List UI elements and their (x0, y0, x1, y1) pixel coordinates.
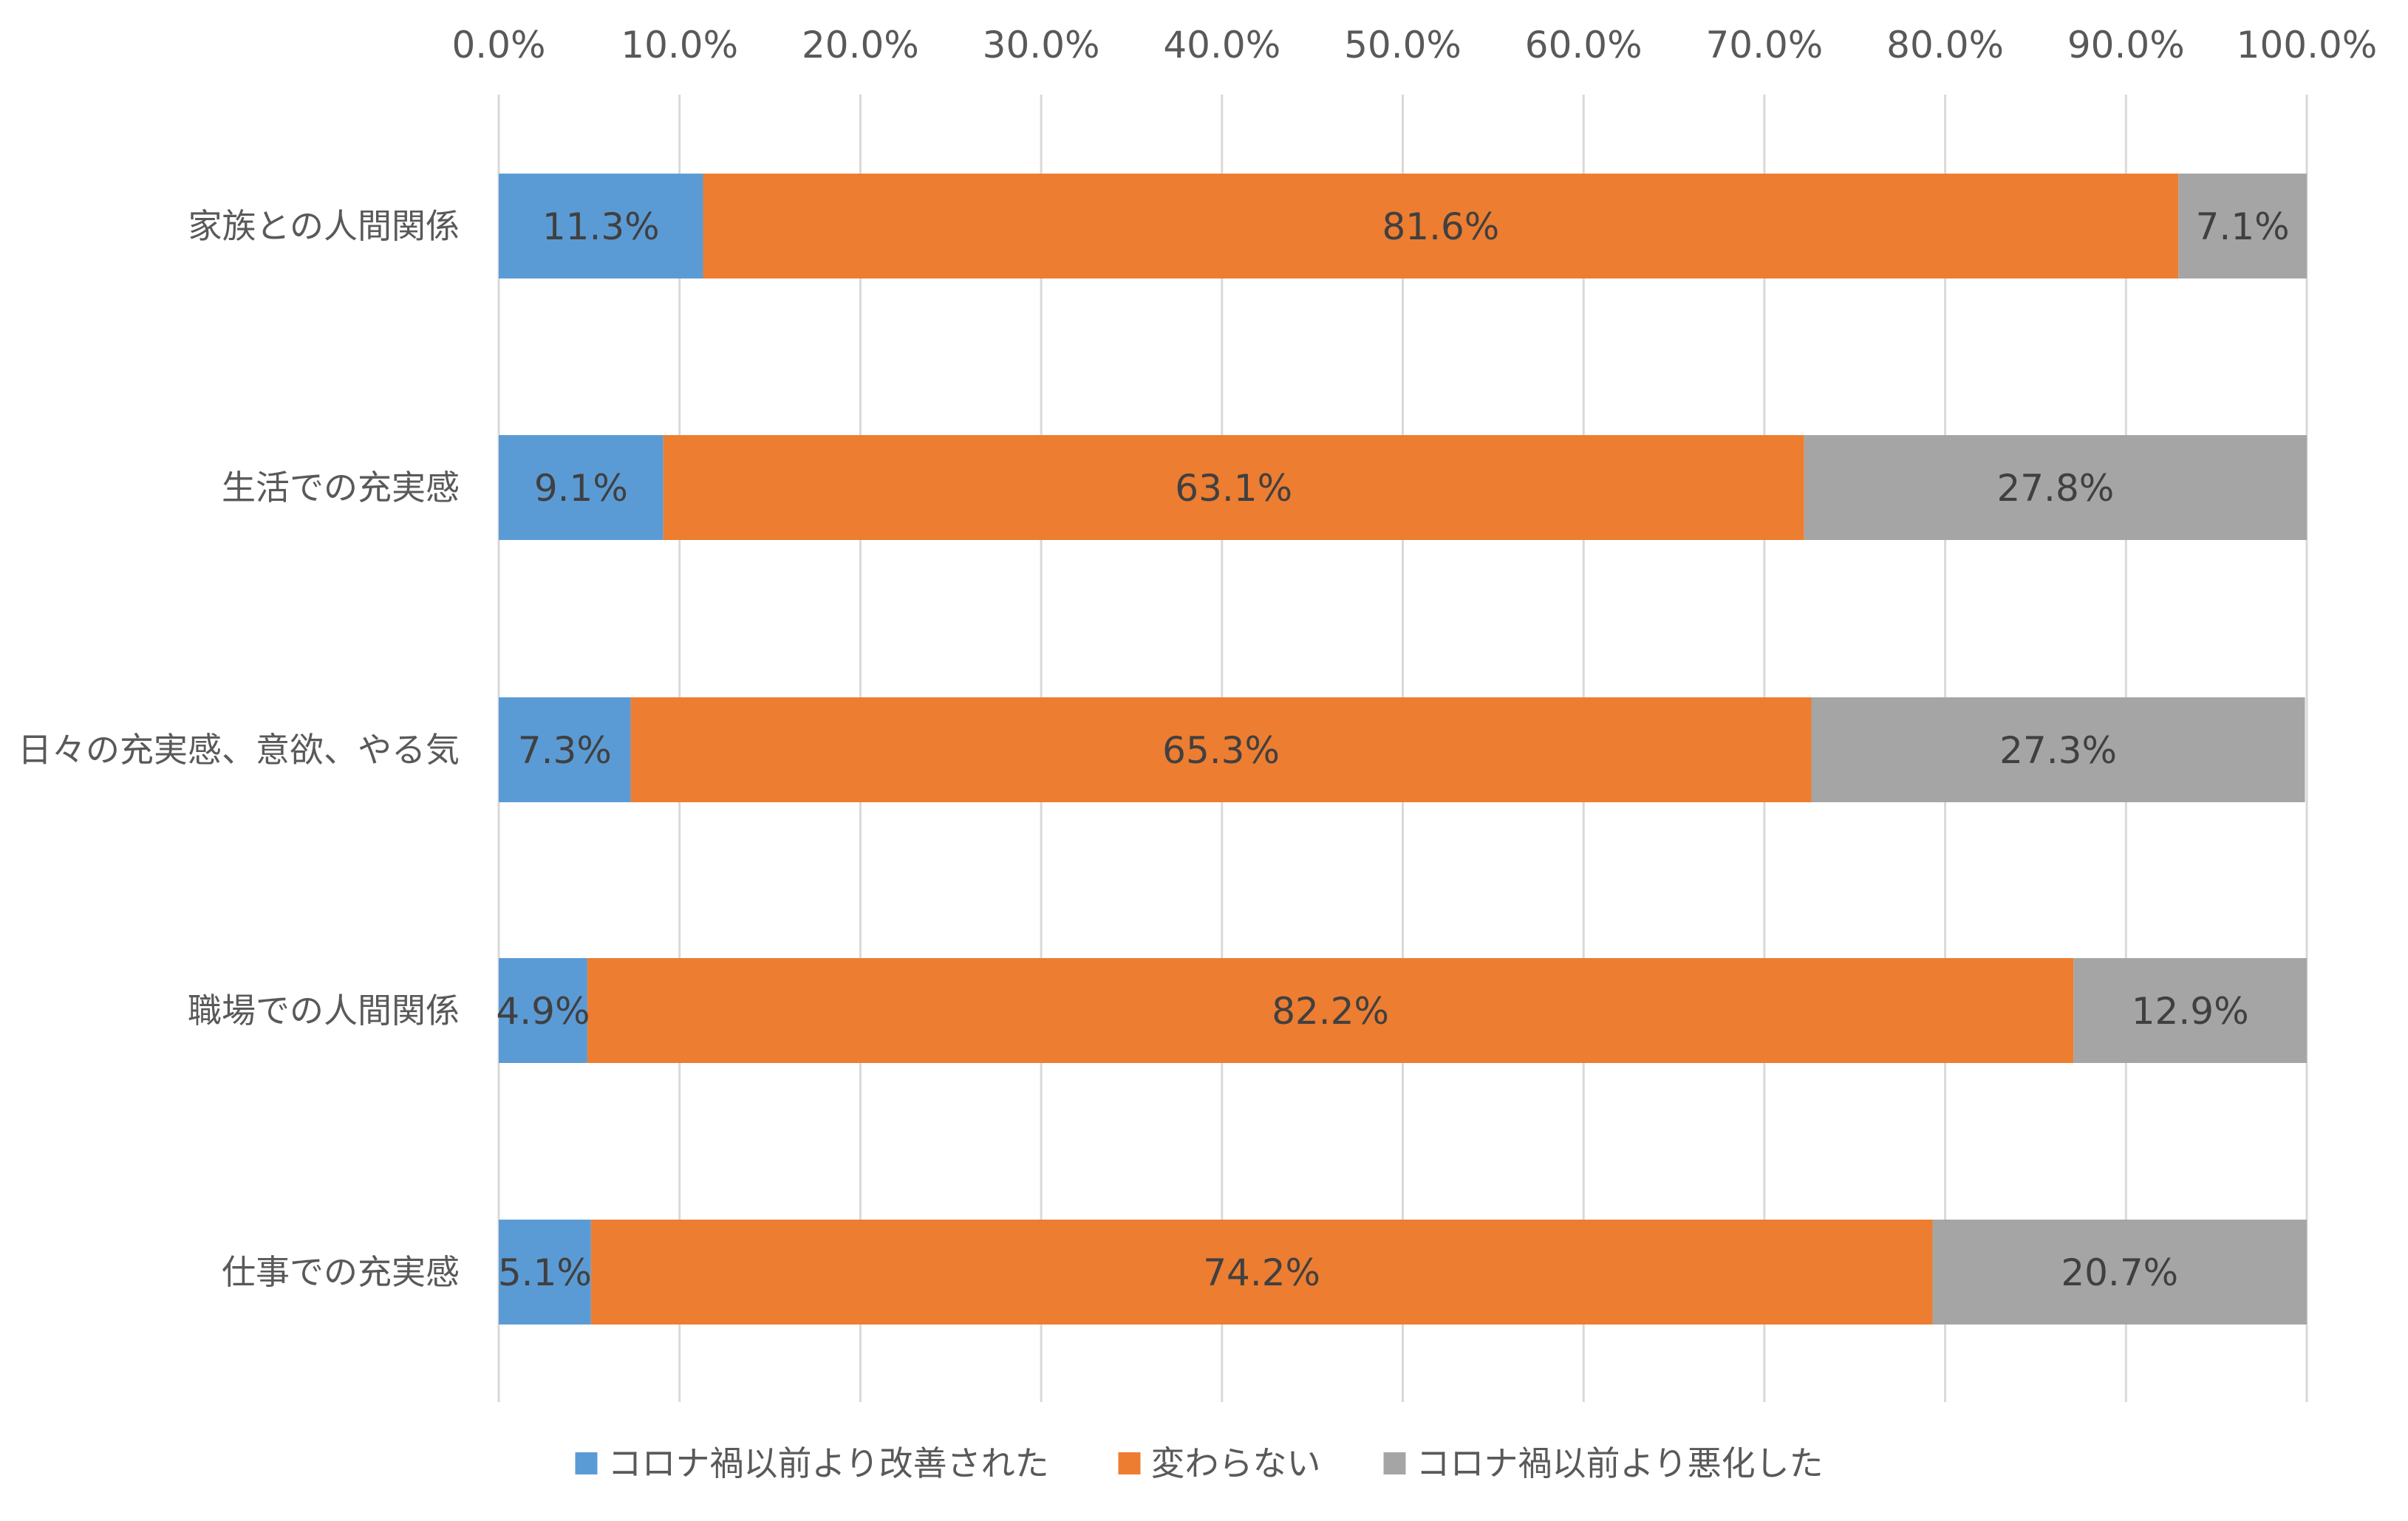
bar-segment-1-2 (1804, 435, 2307, 540)
data-label-0-0: 11.3% (542, 205, 660, 248)
legend: コロナ禍以前より改善された 変わらない コロナ禍以前より悪化した (575, 1443, 1824, 1483)
data-label-1-2: 27.8% (1996, 467, 2114, 510)
x-tick-label-4: 40.0% (1163, 24, 1280, 66)
legend-marker-2 (1383, 1452, 1406, 1474)
x-tick-label-10: 100.0% (2237, 24, 2378, 66)
bars (499, 174, 2307, 1325)
legend-label-0: コロナ禍以前より改善された (608, 1443, 1049, 1483)
data-label-2-1: 65.3% (1162, 729, 1280, 772)
category-label-4: 仕事での充実感 (222, 1252, 460, 1292)
data-label-1-1: 63.1% (1175, 467, 1292, 510)
x-tick-label-8: 80.0% (1886, 24, 2004, 66)
bar-segment-2-2 (1811, 697, 2305, 802)
bar-segment-2-0 (499, 697, 631, 802)
data-label-2-2: 27.3% (1999, 729, 2117, 772)
bar-segment-2-1 (630, 697, 1812, 802)
bar-segment-0-1 (703, 174, 2179, 278)
bar-segment-3-1 (587, 958, 2074, 1063)
category-label-0: 家族との人間関係 (188, 206, 460, 246)
x-tick-label-0: 0.0% (451, 24, 545, 66)
category-label-3: 職場での人間関係 (188, 991, 460, 1030)
data-label-2-0: 7.3% (518, 729, 612, 772)
x-tick-label-5: 50.0% (1344, 24, 1461, 66)
bar-segment-1-1 (663, 435, 1804, 540)
data-label-4-2: 20.7% (2061, 1251, 2178, 1294)
data-labels: 11.3% 81.6% 7.1% 9.1% 63.1% 27.8% 7.3% 65.3% 27.… (496, 205, 2289, 1294)
bar-segment-1-0 (499, 435, 664, 540)
data-label-4-1: 74.2% (1203, 1251, 1320, 1294)
x-tick-label-3: 30.0% (983, 24, 1100, 66)
legend-label-2: コロナ禍以前より悪化した (1416, 1443, 1824, 1483)
category-label-1: 生活での充実感 (222, 468, 460, 507)
legend-marker-1 (1118, 1452, 1141, 1474)
category-labels: 家族との人間関係生活での充実感日々の充実感、意欲、やる気職場での人間関係仕事での… (18, 206, 460, 1292)
bar-segment-4-1 (590, 1220, 1933, 1325)
legend-label-1: 変わらない (1151, 1443, 1321, 1483)
data-label-0-2: 7.1% (2196, 205, 2290, 248)
data-label-0-1: 81.6% (1382, 205, 1499, 248)
data-label-3-0: 4.9% (496, 990, 590, 1033)
bar-segment-3-2 (2073, 958, 2307, 1063)
data-label-4-0: 5.1% (498, 1251, 592, 1294)
legend-marker-0 (575, 1452, 598, 1474)
data-label-1-0: 9.1% (534, 467, 628, 510)
data-label-3-2: 12.9% (2132, 990, 2249, 1033)
category-label-2: 日々の充実感、意欲、やる気 (18, 730, 460, 770)
x-tick-label-9: 90.0% (2067, 24, 2185, 66)
bar-segment-3-0 (499, 958, 587, 1063)
data-label-3-1: 82.2% (1272, 990, 1389, 1033)
bar-segment-4-0 (499, 1220, 591, 1325)
x-tick-label-6: 60.0% (1525, 24, 1643, 66)
x-tick-label-2: 20.0% (802, 24, 919, 66)
bar-segment-4-2 (1932, 1220, 2307, 1325)
x-tick-label-7: 70.0% (1705, 24, 1823, 66)
x-tick-label-1: 10.0% (621, 24, 738, 66)
bar-segment-0-2 (2178, 174, 2307, 278)
x-axis-tick-labels: 0.0% 10.0% 20.0% 30.0% 40.0% 50.0% 60.0% 70.0% 8… (451, 24, 2377, 66)
bar-segment-0-0 (499, 174, 703, 278)
